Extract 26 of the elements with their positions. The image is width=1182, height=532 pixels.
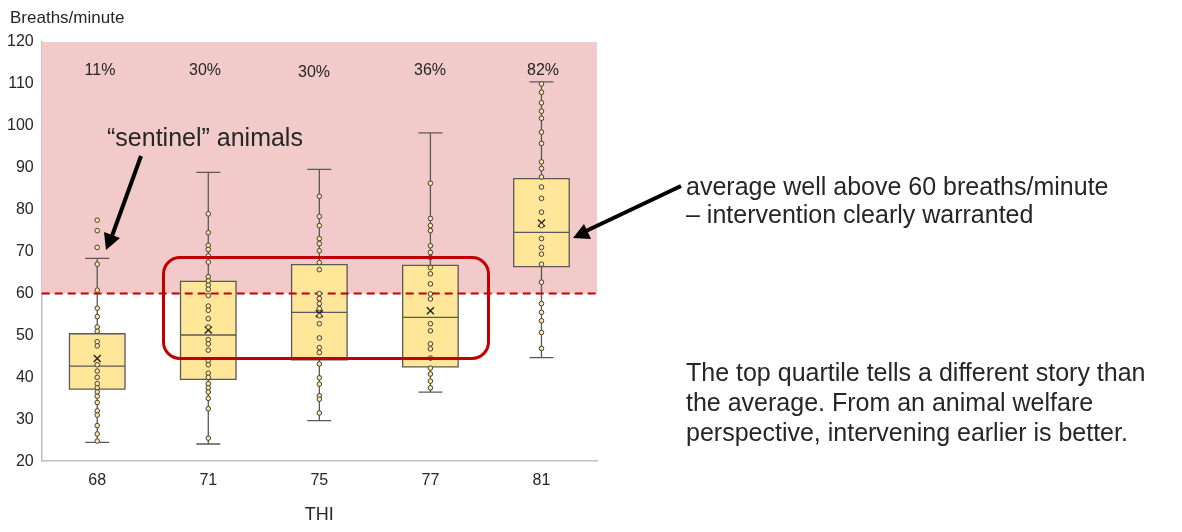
y-tick-label: 110 — [8, 74, 34, 92]
y-axis-title: Breaths/minute — [10, 8, 125, 28]
annotation: 82% — [526, 60, 560, 80]
x-axis-title: THI — [304, 504, 334, 525]
x-tick-label: 77 — [421, 471, 440, 489]
y-tick-label: 50 — [15, 325, 34, 343]
y-tick-label: 70 — [15, 242, 34, 260]
y-tick-label: 60 — [15, 283, 34, 301]
annotation: 36% — [413, 60, 447, 80]
annotation: 30% — [188, 60, 222, 80]
annotation: 11% — [83, 60, 117, 80]
y-tick-label: 120 — [6, 32, 34, 50]
text: average well above 60 breaths/minute – intervention clearly warranted — [686, 172, 1110, 228]
x-tick-label: 68 — [88, 471, 107, 489]
x-tick-label: 81 — [532, 471, 551, 489]
y-tick-label: 100 — [6, 116, 34, 134]
text: The top quartile tells a different story than the average. From an animal welfare perspective, intervening earlier is better. — [686, 357, 1147, 447]
annotation: “sentinel” animals — [107, 122, 304, 152]
x-tick-label: 71 — [199, 471, 218, 489]
y-tick-label: 90 — [15, 158, 34, 176]
annotation: 30% — [297, 62, 331, 82]
y-tick-label: 80 — [15, 200, 34, 218]
y-tick-label: 40 — [15, 367, 34, 385]
y-tick-label: 30 — [15, 409, 34, 427]
x-tick-label: 75 — [310, 471, 329, 489]
y-tick-label: 20 — [15, 451, 34, 469]
